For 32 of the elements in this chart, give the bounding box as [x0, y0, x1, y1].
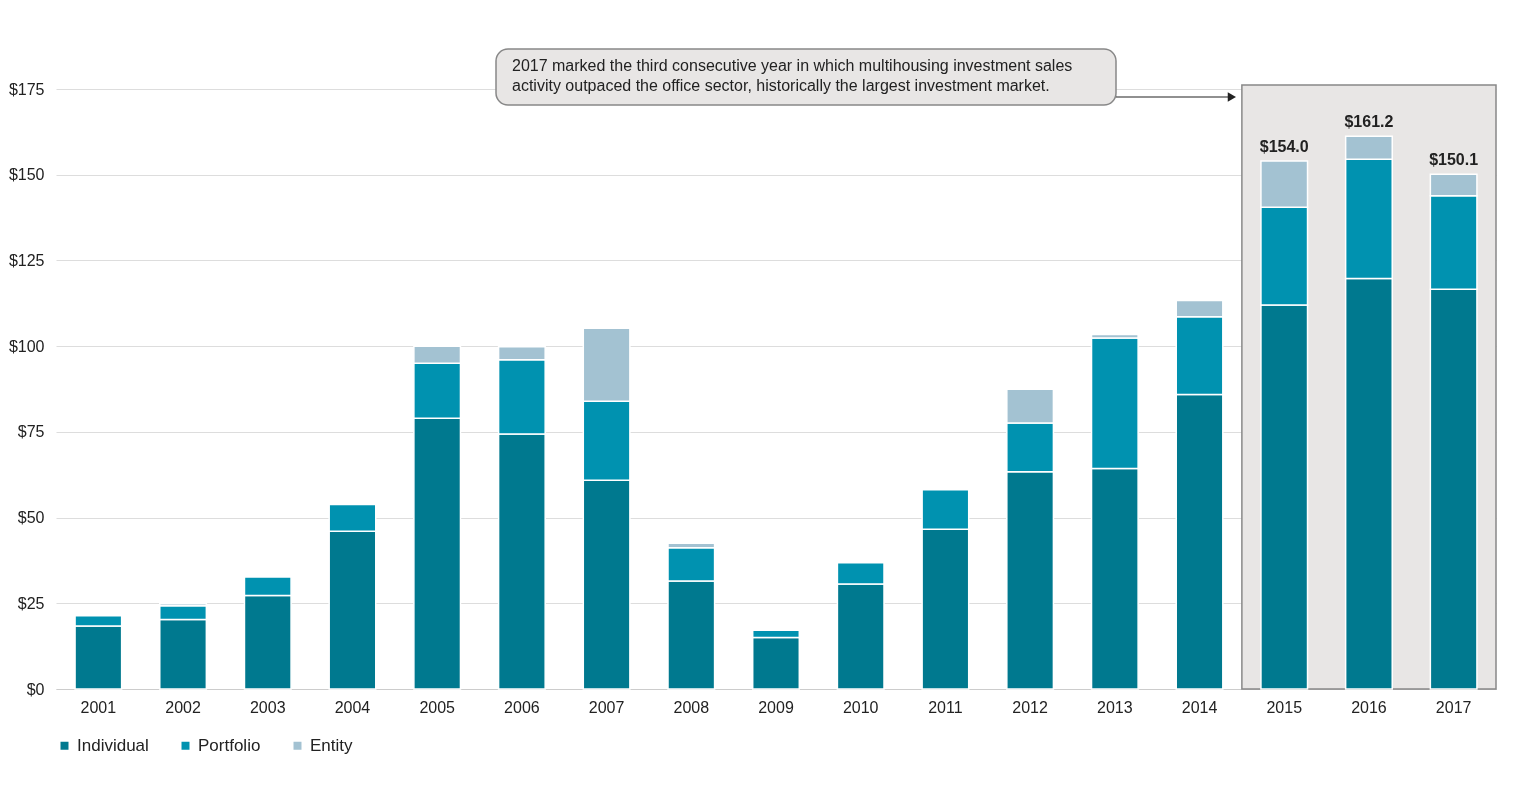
- x-tick-label: 2013: [1097, 698, 1133, 716]
- total-label: $154.0: [1259, 138, 1309, 155]
- legend-label: Individual: [77, 735, 149, 755]
- x-tick-label: 2003: [249, 698, 286, 716]
- x-tick-label: 2004: [334, 698, 371, 716]
- y-tick-label: $125: [8, 251, 45, 269]
- legend-label: Portfolio: [198, 735, 261, 755]
- x-tick-label: 2017: [1435, 698, 1472, 716]
- legend-label: Entity: [310, 735, 354, 755]
- total-label: $161.2: [1344, 113, 1394, 131]
- x-tick-label: 2006: [504, 698, 540, 716]
- y-tick-label: $25: [17, 594, 45, 612]
- x-tick-label: 2007: [588, 698, 625, 716]
- total-label: $150.1: [1429, 151, 1479, 169]
- y-tick-label: $50: [17, 509, 45, 527]
- x-tick-label: 2014: [1181, 698, 1218, 716]
- x-tick-label: 2012: [1012, 698, 1049, 716]
- x-tick-label: 2002: [165, 698, 201, 716]
- x-tick-label: 2009: [758, 698, 794, 716]
- x-tick-label: 2015: [1266, 698, 1303, 716]
- y-tick-label: $100: [8, 337, 45, 355]
- x-tick-label: 2016: [1351, 698, 1387, 716]
- annotation: 2017 marked the third consecutive year in which multihousing investment sales activity outpaced the office sector, historically the largest investment market.: [512, 57, 1073, 94]
- x-tick-label: 2010: [842, 698, 879, 716]
- y-tick-label: $150: [8, 166, 45, 184]
- x-tick-label: 2005: [419, 698, 456, 716]
- y-tick-label: $175: [8, 80, 45, 98]
- y-tick-label: $75: [17, 423, 45, 441]
- x-tick-label: 2008: [673, 698, 710, 716]
- x-tick-label: 2001: [80, 698, 117, 716]
- x-tick-label: 2011: [928, 698, 963, 716]
- y-tick-label: $0: [26, 680, 45, 698]
